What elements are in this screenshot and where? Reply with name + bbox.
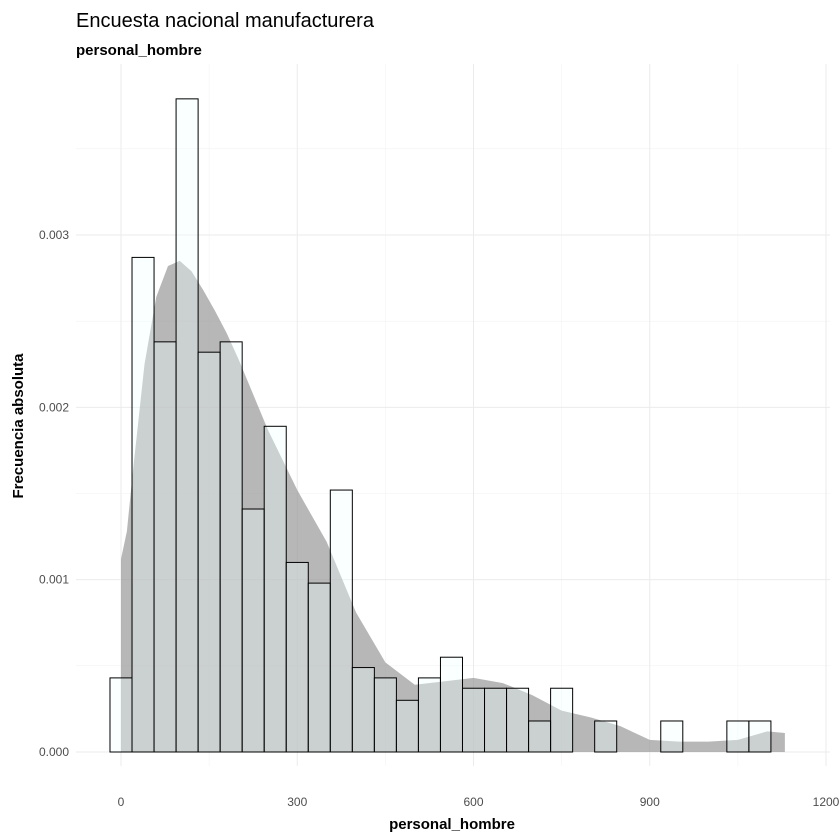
histogram-bar — [439, 656, 463, 753]
histogram-bar — [197, 351, 221, 753]
x-tick-label: 600 — [463, 795, 483, 809]
y-tick-label: 0.002 — [39, 400, 69, 414]
histogram-bar — [131, 256, 155, 753]
histogram-bar — [285, 561, 309, 753]
histogram-bar — [461, 687, 486, 753]
histogram-bar — [351, 667, 375, 753]
histogram-bar — [263, 425, 287, 753]
histogram-bar — [329, 489, 353, 753]
x-tick-label: 900 — [640, 795, 660, 809]
y-tick-label: 0.000 — [39, 745, 69, 759]
histogram-bar — [175, 98, 199, 753]
histogram-bar — [748, 720, 772, 753]
chart-title: Encuesta nacional manufacturera — [76, 10, 375, 32]
x-tick-label: 1200 — [813, 795, 840, 809]
ticks-layer: 0 300 600 900 1200 0.000 0.001 0.002 0.003 — [39, 228, 840, 809]
histogram-bar — [241, 508, 265, 753]
histogram-bar — [594, 720, 618, 753]
histogram-bar — [219, 341, 243, 753]
x-tick-label: 300 — [287, 795, 307, 809]
histogram-bar — [660, 720, 684, 753]
y-axis-label: Frecuencia absoluta — [10, 353, 27, 499]
histogram-bar — [395, 699, 419, 753]
x-tick-label: 0 — [118, 795, 125, 809]
y-tick-label: 0.001 — [39, 573, 69, 587]
histogram-bar — [307, 582, 331, 753]
x-axis-label: personal_hombre — [389, 816, 515, 833]
histogram-bar — [373, 677, 397, 753]
histogram-bar — [726, 720, 750, 753]
density-layer — [121, 260, 785, 752]
chart-subtitle: personal_hombre — [76, 42, 202, 59]
histogram-bar — [153, 341, 177, 753]
bars-layer — [109, 98, 772, 753]
y-tick-label: 0.003 — [39, 228, 69, 242]
density-area — [121, 260, 785, 752]
histogram-bar — [528, 720, 552, 753]
histogram-bar — [550, 687, 574, 753]
histogram-bar — [109, 677, 133, 753]
histogram-bar — [484, 687, 508, 753]
histogram-bar — [506, 687, 530, 753]
histogram-bar — [417, 677, 441, 753]
